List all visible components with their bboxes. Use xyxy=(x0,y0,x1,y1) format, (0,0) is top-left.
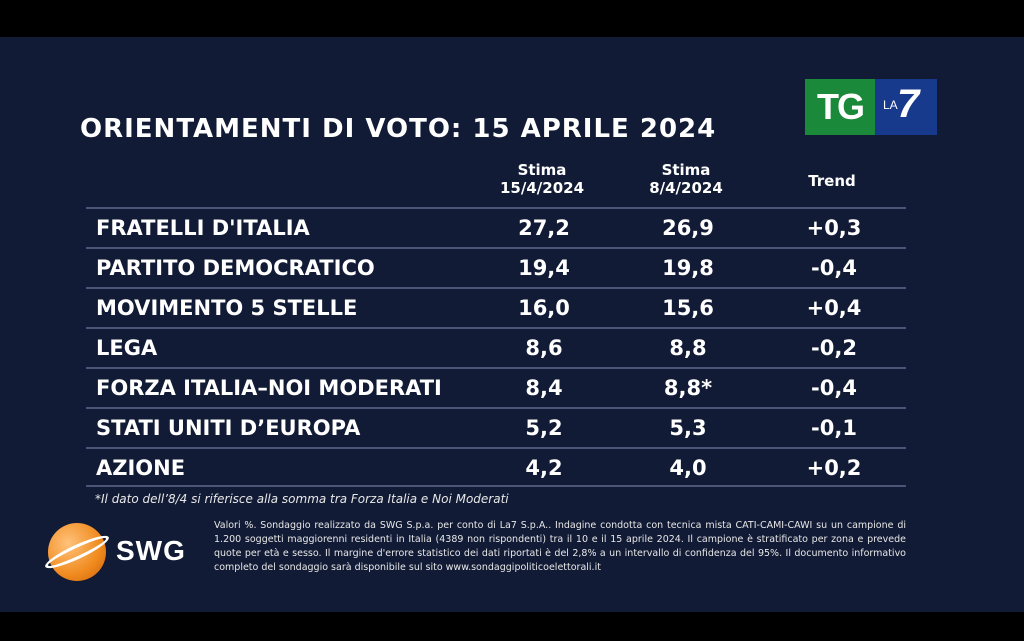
previous-estimate: 4,0 xyxy=(669,456,707,480)
previous-estimate: 26,9 xyxy=(662,216,714,240)
column-header-current: Stima 15/4/2024 xyxy=(484,161,600,197)
party-name: FRATELLI D'ITALIA xyxy=(96,216,310,240)
previous-estimate: 8,8 xyxy=(669,336,707,360)
column-header-current-line1: Stima xyxy=(517,161,567,179)
logo-la: LA xyxy=(883,98,898,112)
methodology-note: Valori %. Sondaggio realizzato da SWG S.… xyxy=(214,520,906,573)
table-row: AZIONE 4,2 4,0 +0,2 xyxy=(86,447,906,487)
current-estimate: 5,2 xyxy=(525,416,563,440)
logo-seven: 7 xyxy=(897,82,920,126)
party-name: STATI UNITI D’EUROPA xyxy=(96,416,361,440)
current-estimate: 8,6 xyxy=(525,336,563,360)
broadcast-screen: ORIENTAMENTI DI VOTO: 15 APRILE 2024 TG … xyxy=(0,37,1024,612)
previous-estimate: 15,6 xyxy=(662,296,714,320)
trend-value: +0,3 xyxy=(806,216,862,240)
current-estimate: 8,4 xyxy=(525,376,563,400)
table-row: MOVIMENTO 5 STELLE 16,0 15,6 +0,4 xyxy=(86,287,906,327)
table-row: PARTITO DEMOCRATICO 19,4 19,8 -0,4 xyxy=(86,247,906,287)
trend-value: +0,4 xyxy=(806,296,862,320)
table-row: STATI UNITI D’EUROPA 5,2 5,3 -0,1 xyxy=(86,407,906,447)
tg-la7-logo: TG LA 7 xyxy=(805,79,937,135)
column-header-current-line2: 15/4/2024 xyxy=(499,179,585,197)
table-row: FORZA ITALIA–NOI MODERATI 8,4 8,8* -0,4 xyxy=(86,367,906,407)
swg-logo: SWG xyxy=(44,523,204,583)
swg-globe-icon xyxy=(48,523,106,581)
current-estimate: 27,2 xyxy=(518,216,570,240)
previous-estimate: 8,8* xyxy=(663,376,713,400)
trend-value: +0,2 xyxy=(806,456,862,480)
party-name: FORZA ITALIA–NOI MODERATI xyxy=(96,376,442,400)
table-row: FRATELLI D'ITALIA 27,2 26,9 +0,3 xyxy=(86,207,906,247)
party-name: LEGA xyxy=(96,336,158,360)
previous-estimate: 5,3 xyxy=(669,416,707,440)
column-header-previous-line2: 8/4/2024 xyxy=(649,179,723,197)
trend-value: -0,4 xyxy=(811,376,857,400)
trend-value: -0,2 xyxy=(811,336,857,360)
party-name: PARTITO DEMOCRATICO xyxy=(96,256,375,280)
column-header-previous: Stima 8/4/2024 xyxy=(628,161,744,197)
logo-la7: LA 7 xyxy=(875,79,937,135)
poll-table: FRATELLI D'ITALIA 27,2 26,9 +0,3 PARTITO… xyxy=(86,207,906,487)
trend-value: -0,1 xyxy=(811,416,857,440)
trend-value: -0,4 xyxy=(811,256,857,280)
previous-estimate: 19,8 xyxy=(662,256,714,280)
current-estimate: 4,2 xyxy=(525,456,563,480)
table-row: LEGA 8,6 8,8 -0,2 xyxy=(86,327,906,367)
current-estimate: 19,4 xyxy=(518,256,570,280)
footnote: *Il dato dell’8/4 si riferisce alla somm… xyxy=(95,492,509,506)
party-name: AZIONE xyxy=(96,456,186,480)
column-header-previous-line1: Stima xyxy=(661,161,711,179)
swg-wordmark: SWG xyxy=(116,535,186,566)
column-header-trend: Trend xyxy=(808,172,856,190)
party-name: MOVIMENTO 5 STELLE xyxy=(96,296,358,320)
current-estimate: 16,0 xyxy=(518,296,570,320)
logo-tg: TG xyxy=(805,79,875,135)
page-title: ORIENTAMENTI DI VOTO: 15 APRILE 2024 xyxy=(80,114,717,144)
